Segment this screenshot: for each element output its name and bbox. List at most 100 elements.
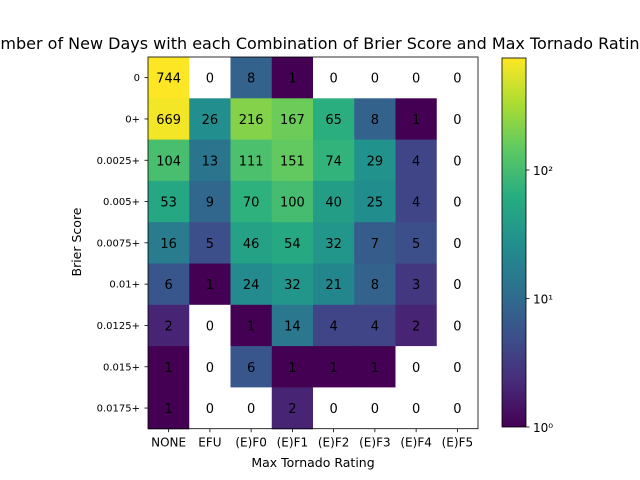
- x-tick-label: (E)F2: [318, 436, 349, 450]
- heatmap-cell: [189, 222, 232, 265]
- cell-value-label: 8: [247, 72, 255, 87]
- heatmap-cell: [189, 304, 232, 347]
- cell-value-label: 5: [206, 237, 214, 252]
- cell-value-label: 29: [367, 154, 384, 169]
- heatmap-cell: [354, 222, 397, 265]
- cell-value-label: 0: [453, 402, 461, 417]
- heatmap-cell: [354, 139, 397, 182]
- x-tick-label: NONE: [151, 436, 186, 450]
- heatmap-cell: [395, 139, 438, 182]
- heatmap-cell: [189, 387, 232, 430]
- x-axis-ticks: NONE EFU (E)F0 (E)F1 (E)F2 (E)F3 (E)F4 (E)F5: [151, 428, 473, 450]
- cell-value-label: 1: [288, 72, 296, 87]
- heatmap-cell: [189, 263, 232, 306]
- y-tick-label: 0: [134, 73, 140, 84]
- cell-value-label: 9: [206, 196, 214, 211]
- cell-value-label: 1: [206, 278, 214, 293]
- cell-value-label: 3: [412, 278, 420, 293]
- chart-title: Number of New Days with each Combination…: [0, 34, 640, 53]
- heatmap-cell: [395, 263, 438, 306]
- cell-value-label: 2: [164, 319, 172, 334]
- cell-value-label: 0: [371, 72, 379, 87]
- y-tick-label: 0.0125+: [97, 321, 140, 332]
- cell-value-label: 2: [288, 402, 296, 417]
- heatmap-cell: [395, 180, 438, 223]
- cell-value-label: 1: [247, 319, 255, 334]
- x-tick-label: (E)F3: [359, 436, 390, 450]
- cell-value-label: 4: [412, 154, 420, 169]
- cell-value-label: 25: [367, 196, 384, 211]
- cell-value-label: 7: [371, 237, 379, 252]
- heatmap-cell: [230, 139, 273, 182]
- x-tick-label: (E)F5: [442, 436, 473, 450]
- heatmap-cell: [271, 346, 314, 388]
- heatmap-cell: [230, 263, 273, 306]
- colorbar-tick-label: 10⁰: [533, 421, 553, 435]
- cell-value-label: 0: [206, 319, 214, 334]
- cell-value-label: 54: [284, 237, 301, 252]
- colorbar-tick-label: 10¹: [533, 292, 553, 306]
- heatmap-cell: [354, 387, 397, 430]
- y-axis-label: Brier Score: [69, 207, 84, 276]
- heatmap-cell: [395, 346, 438, 388]
- cell-value-label: 4: [412, 196, 420, 211]
- cell-value-label: 46: [243, 237, 260, 252]
- heatmap-cell: [313, 98, 355, 141]
- heatmap-cells: [148, 57, 479, 430]
- heatmap-cell: [148, 57, 190, 99]
- heatmap-cell: [436, 139, 479, 182]
- cell-value-label: 0: [371, 402, 379, 417]
- cell-value-label: 744: [156, 72, 181, 87]
- y-tick-label: 0.01+: [109, 280, 140, 291]
- heatmap-cell: [313, 387, 355, 430]
- heatmap-cell: [354, 98, 397, 141]
- cell-value-label: 1: [371, 361, 379, 376]
- heatmap-cell: [271, 263, 314, 306]
- x-tick-label: (E)F4: [400, 436, 431, 450]
- cell-value-label: 53: [160, 196, 177, 211]
- cell-value-label: 0: [206, 402, 214, 417]
- cell-value-label: 1: [164, 402, 172, 417]
- cell-value-label: 0: [329, 402, 337, 417]
- cell-value-label: 2: [412, 319, 420, 334]
- y-tick-label: 0.0175+: [97, 404, 140, 415]
- cell-value-label: 1: [329, 361, 337, 376]
- heatmap-cell: [148, 139, 190, 182]
- cell-value-label: 6: [247, 361, 255, 376]
- cell-value-label: 1: [412, 113, 420, 128]
- heatmap-cell: [271, 98, 314, 141]
- cell-value-label: 100: [280, 196, 305, 211]
- heatmap-cell: [354, 304, 397, 347]
- heatmap-cell: [271, 57, 314, 99]
- cell-value-label: 1: [164, 361, 172, 376]
- cell-value-label: 26: [202, 113, 219, 128]
- cell-value-label: 13: [202, 154, 219, 169]
- cell-value-label: 32: [284, 278, 301, 293]
- cell-value-label: 104: [156, 154, 181, 169]
- heatmap-cell: [230, 304, 273, 347]
- cell-value-label: 32: [325, 237, 342, 252]
- colorbar-frame: [501, 57, 527, 428]
- cell-value-label: 167: [280, 113, 305, 128]
- cell-value-label: 0: [412, 72, 420, 87]
- heatmap-cell: [271, 222, 314, 265]
- y-tick-label: 0.005+: [103, 197, 140, 208]
- heatmap-cell: [189, 346, 232, 388]
- cell-value-label: 216: [239, 113, 264, 128]
- heatmap-cell: [189, 139, 232, 182]
- heatmap-cell: [148, 222, 190, 265]
- heatmap-cell: [436, 180, 479, 223]
- cell-value-label: 4: [329, 319, 337, 334]
- cell-value-label: 0: [453, 361, 461, 376]
- heatmap-cell: [230, 180, 273, 223]
- y-tick-label: 0+: [125, 114, 140, 125]
- x-tick-label: (E)F1: [277, 436, 308, 450]
- cell-value-label: 0: [412, 361, 420, 376]
- heatmap-cell: [271, 180, 314, 223]
- cell-value-label: 40: [325, 196, 342, 211]
- heatmap-cell: [354, 346, 397, 388]
- heatmap-cell: [148, 387, 190, 430]
- heatmap-cell: [436, 387, 479, 430]
- heatmap-cell: [148, 180, 190, 223]
- colorbar-tick-label: 10²: [533, 164, 553, 178]
